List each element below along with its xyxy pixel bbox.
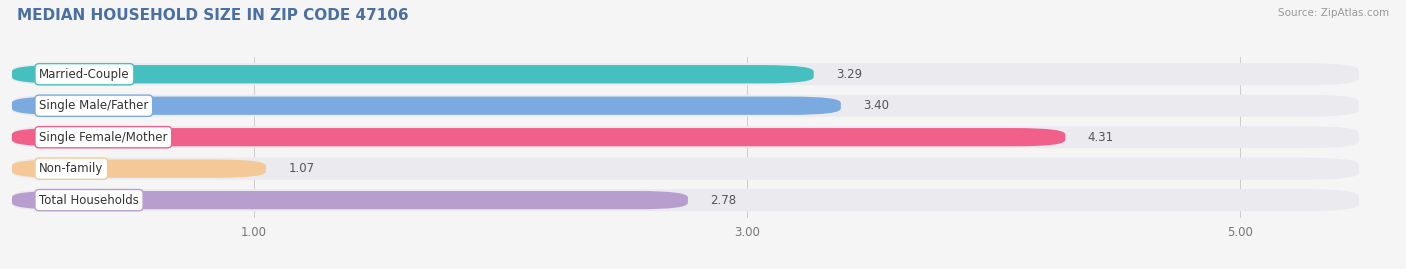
- Text: Single Male/Father: Single Male/Father: [39, 99, 149, 112]
- FancyBboxPatch shape: [13, 95, 1358, 117]
- Text: Single Female/Mother: Single Female/Mother: [39, 131, 167, 144]
- FancyBboxPatch shape: [13, 191, 688, 209]
- Text: Non-family: Non-family: [39, 162, 104, 175]
- Text: Married-Couple: Married-Couple: [39, 68, 129, 81]
- Text: MEDIAN HOUSEHOLD SIZE IN ZIP CODE 47106: MEDIAN HOUSEHOLD SIZE IN ZIP CODE 47106: [17, 8, 409, 23]
- Text: 1.07: 1.07: [288, 162, 315, 175]
- FancyBboxPatch shape: [13, 158, 1358, 180]
- Text: Total Households: Total Households: [39, 194, 139, 207]
- Text: 3.40: 3.40: [863, 99, 889, 112]
- FancyBboxPatch shape: [13, 160, 266, 178]
- Text: 4.31: 4.31: [1087, 131, 1114, 144]
- Text: 3.29: 3.29: [837, 68, 862, 81]
- FancyBboxPatch shape: [13, 65, 814, 83]
- FancyBboxPatch shape: [13, 128, 1066, 146]
- FancyBboxPatch shape: [13, 97, 841, 115]
- FancyBboxPatch shape: [13, 126, 1358, 148]
- Text: 2.78: 2.78: [710, 194, 737, 207]
- Text: Source: ZipAtlas.com: Source: ZipAtlas.com: [1278, 8, 1389, 18]
- FancyBboxPatch shape: [13, 189, 1358, 211]
- FancyBboxPatch shape: [13, 63, 1358, 85]
